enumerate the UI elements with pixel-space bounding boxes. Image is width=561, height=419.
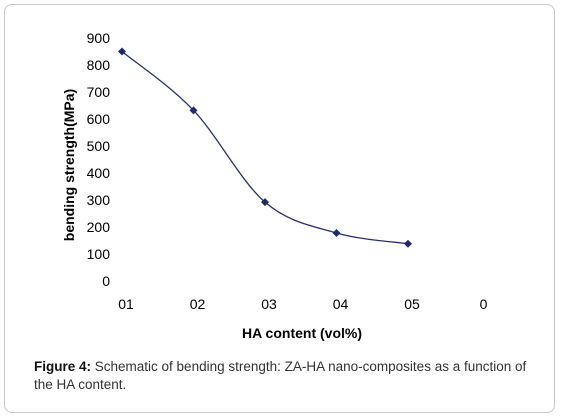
x-tick-label: 02 xyxy=(190,296,206,312)
data-point xyxy=(189,106,198,115)
data-point xyxy=(332,228,341,237)
series-line xyxy=(121,50,409,245)
y-tick-label: 300 xyxy=(87,192,111,208)
caption-text: Schematic of bending strength: ZA-HA nan… xyxy=(34,359,527,392)
y-tick-label: 600 xyxy=(87,111,111,127)
y-tick-label: 800 xyxy=(87,57,111,73)
y-tick-label: 0 xyxy=(102,273,110,289)
y-axis-ticks: 0 100 200 300 400 500 600 700 800 900 xyxy=(87,30,111,289)
x-tick-label: 01 xyxy=(118,296,134,312)
x-axis-ticks: 01 02 03 04 05 0 xyxy=(118,296,487,312)
data-point xyxy=(118,47,126,56)
series-markers xyxy=(118,47,412,248)
y-tick-label: 700 xyxy=(87,84,111,100)
y-tick-label: 500 xyxy=(87,138,111,154)
figure-frame xyxy=(4,4,555,413)
x-axis-title: HA content (vol%) xyxy=(242,325,362,341)
y-tick-label: 900 xyxy=(87,30,111,46)
caption-label: Figure 4: xyxy=(34,359,92,374)
x-tick-label: 0 xyxy=(480,296,488,312)
x-tick-label: 04 xyxy=(333,296,349,312)
y-tick-label: 100 xyxy=(87,246,111,262)
y-tick-label: 200 xyxy=(87,219,111,235)
data-point xyxy=(404,239,412,248)
x-tick-label: 03 xyxy=(261,296,277,312)
y-tick-label: 400 xyxy=(87,165,111,181)
y-axis-title: bending strength(MPa) xyxy=(61,89,77,241)
data-point xyxy=(261,198,269,207)
x-tick-label: 05 xyxy=(404,296,420,312)
figure-caption: Figure 4: Schematic of bending strength:… xyxy=(34,358,534,394)
